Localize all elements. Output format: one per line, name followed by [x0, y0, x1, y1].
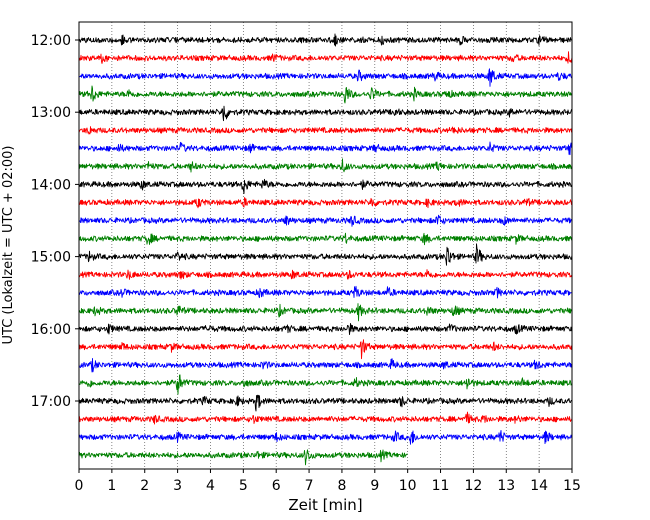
seismic-traces — [78, 33, 573, 466]
plot-border — [78, 21, 573, 470]
x-axis-label: Zeit [min] — [288, 496, 362, 514]
plot-area — [78, 21, 573, 470]
x-tick-label-4: 4 — [206, 478, 215, 494]
trace-1445 — [78, 232, 573, 246]
trace-1745 — [78, 449, 408, 466]
y-tick-label-1200: 12:00 — [31, 33, 71, 49]
y-tick-label-1400: 14:00 — [31, 177, 71, 193]
x-tick-label-5: 5 — [239, 478, 248, 494]
x-tick-label-3: 3 — [173, 478, 182, 494]
trace-1215 — [78, 51, 573, 64]
trace-1430 — [78, 214, 572, 227]
trace-1400 — [78, 178, 573, 194]
trace-1630 — [78, 358, 573, 373]
trace-1300 — [78, 105, 572, 122]
x-tick-label-7: 7 — [305, 478, 314, 494]
x-tick-label-6: 6 — [272, 478, 281, 494]
trace-1730 — [78, 430, 573, 445]
y-tick-label-1700: 17:00 — [31, 394, 71, 410]
x-axis: 0 1 2 3 4 5 6 7 8 9 10 11 12 13 14 15 — [75, 469, 581, 494]
trace-1515 — [78, 269, 573, 280]
trace-1230 — [78, 68, 573, 87]
trace-1200 — [78, 33, 573, 47]
y-tick-label-1300: 13:00 — [31, 105, 71, 121]
x-tick-label-2: 2 — [140, 478, 149, 494]
x-tick-label-8: 8 — [337, 478, 346, 494]
x-tick-label-10: 10 — [399, 478, 417, 494]
trace-1500 — [78, 243, 573, 266]
trace-1545 — [78, 303, 573, 322]
trace-1415 — [78, 197, 573, 209]
y-axis-label: UTC (Lokalzeit = UTC + 02:00) — [1, 146, 16, 345]
x-tick-label-9: 9 — [370, 478, 379, 494]
y-tick-label-1500: 15:00 — [31, 250, 71, 266]
trace-1315 — [78, 126, 573, 135]
y-tick-label-1600: 16:00 — [31, 322, 71, 338]
x-tick-label-12: 12 — [464, 478, 482, 494]
trace-1530 — [78, 285, 573, 299]
x-tick-label-1: 1 — [107, 478, 116, 494]
x-tick-label-13: 13 — [497, 478, 515, 494]
x-tick-label-0: 0 — [75, 478, 84, 494]
x-tick-label-14: 14 — [530, 478, 548, 494]
trace-1600 — [78, 322, 573, 336]
x-tick-label-11: 11 — [432, 478, 450, 494]
trace-1715 — [78, 411, 573, 425]
trace-1615 — [78, 339, 573, 360]
vertical-gridlines — [111, 22, 540, 469]
trace-1330 — [78, 141, 573, 156]
trace-1700 — [78, 394, 573, 412]
trace-1645 — [78, 374, 573, 395]
trace-1345 — [78, 158, 573, 173]
x-tick-label-15: 15 — [563, 478, 581, 494]
trace-1245 — [78, 85, 573, 104]
y-axis: 12:00 13:00 14:00 15:00 16:00 17:00 — [31, 33, 79, 410]
